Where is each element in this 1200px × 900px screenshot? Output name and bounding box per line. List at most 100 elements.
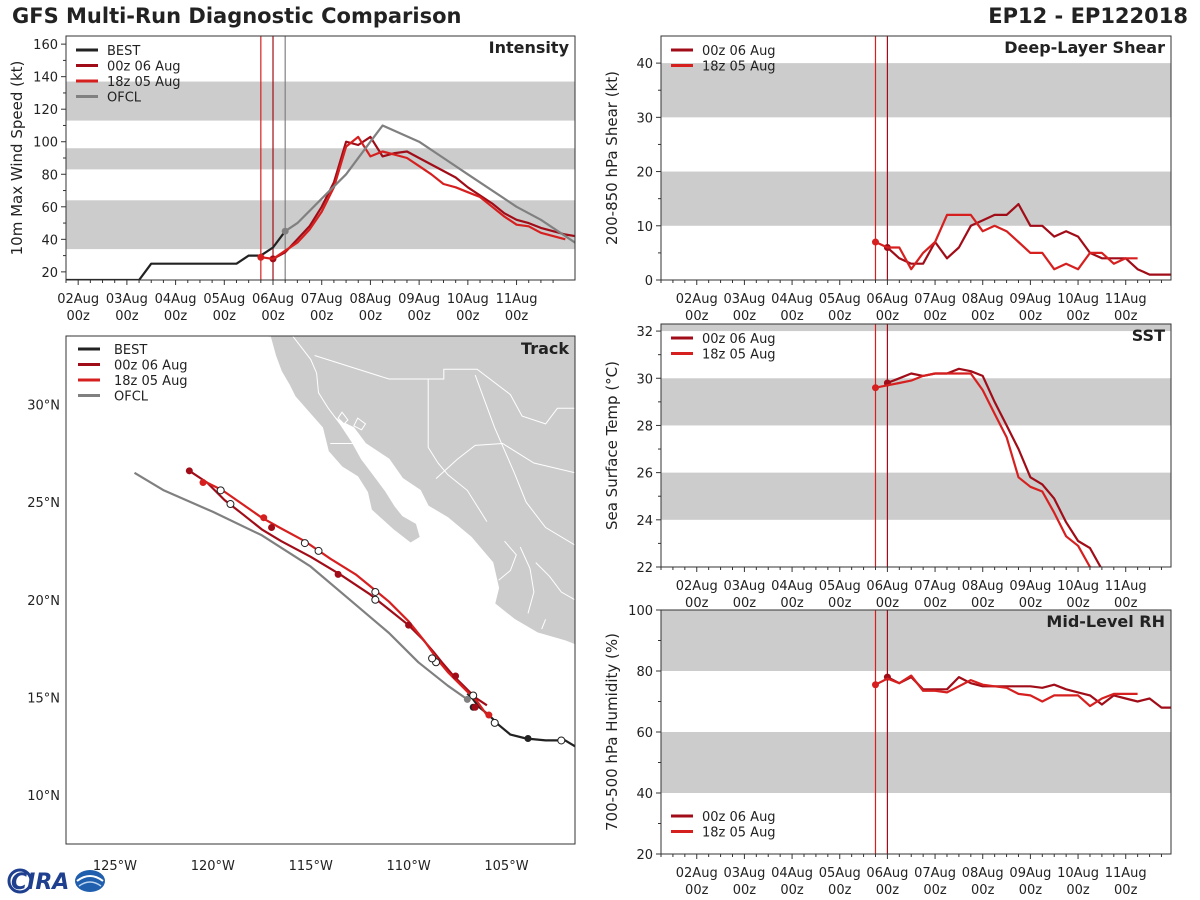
sst-xtick-label-time: 00z — [1066, 596, 1090, 611]
intensity-panel: 20 40 60 80 100 120 140 160 02Aug 00z 03Aug 00z 04Au… — [8, 35, 576, 324]
intensity-ytick-label: 160 — [33, 38, 58, 53]
intensity-xtick-label: 04Aug — [155, 292, 197, 307]
intensity-series-line — [260, 135, 566, 260]
intensity-legend-label: OFCL — [107, 91, 142, 106]
shear-xtick-label: 05Aug — [819, 292, 861, 307]
rh-legend-label: 00z 06 Aug — [702, 810, 776, 825]
rh-xtick-label-time: 00z — [1066, 883, 1090, 898]
rh-series-line — [886, 675, 1171, 709]
sst-ytick-label: 30 — [636, 372, 653, 387]
sst-band — [661, 324, 1171, 332]
rh-xtick-label: 07Aug — [914, 866, 956, 881]
cira-logo-icon: CIRA — [7, 868, 105, 895]
rh-ytick-label: 40 — [636, 787, 653, 802]
intensity-ytick-label: 100 — [33, 136, 58, 151]
shear-ylabel: 200-850 hPa Shear (kt) — [603, 71, 621, 245]
shear-xtick-label-time: 00z — [828, 309, 852, 324]
sst-series-line — [875, 372, 1093, 567]
rh-xtick-label: 04Aug — [771, 866, 813, 881]
sst-axes-frame — [660, 323, 1172, 568]
track-position-marker — [334, 570, 342, 578]
sst-band — [661, 472, 1171, 520]
intensity-legend-label: 00z 06 Aug — [107, 60, 181, 75]
shear-xtick-label: 02Aug — [676, 292, 718, 307]
sst-xtick-label: 02Aug — [676, 579, 718, 594]
logo-text: CIRA — [11, 870, 69, 895]
intensity-band — [66, 148, 575, 170]
isla-angel-de-la-guarda — [337, 411, 349, 425]
shear-xtick-label: 07Aug — [914, 292, 956, 307]
sst-xtick-label-time: 00z — [828, 596, 852, 611]
baja-california — [269, 336, 421, 544]
sst-xtick-label: 11Aug — [1105, 579, 1147, 594]
state-border — [498, 540, 517, 581]
shear-ytick-label: 20 — [636, 166, 653, 181]
intensity-series-line — [272, 135, 575, 260]
rh-xtick-label: 05Aug — [819, 866, 861, 881]
shear-series-start-marker — [871, 238, 879, 246]
intensity-ytick-label: 140 — [33, 71, 58, 86]
sst-xtick-label-time: 00z — [1019, 596, 1043, 611]
track-position-marker — [314, 546, 323, 555]
rh-ytick-label: 100 — [628, 604, 653, 619]
rh-xtick-label-time: 00z — [1019, 883, 1043, 898]
rh-band — [661, 732, 1171, 793]
sst-band — [661, 378, 1171, 426]
rh-xtick-label: 08Aug — [962, 866, 1004, 881]
rh-xtick-label-time: 00z — [1114, 883, 1138, 898]
rh-xtick-label-time: 00z — [923, 883, 947, 898]
sst-panel: 22 24 26 28 30 32 02Aug 00z 03Aug 00z 04Aug 00z 05Au… — [603, 323, 1172, 611]
rh-ytick-label: 20 — [636, 848, 653, 863]
shear-xtick-label: 11Aug — [1105, 292, 1147, 307]
rh-series-start-marker — [871, 681, 879, 689]
intensity-panel-title: Intensity — [489, 38, 570, 57]
shear-xtick-label-time: 00z — [780, 309, 804, 324]
track-legend-label: 18z 05 Aug — [114, 374, 188, 389]
sst-ytick-label: 24 — [636, 514, 653, 529]
rh-band — [661, 610, 1171, 671]
shear-band — [661, 63, 1171, 118]
track-lat-label: 25°N — [27, 496, 60, 511]
rh-xtick-label: 11Aug — [1105, 866, 1147, 881]
sst-xtick-label-time: 00z — [971, 596, 995, 611]
intensity-xtick-label-time: 00z — [505, 309, 529, 324]
state-border — [535, 562, 575, 601]
track-line — [202, 479, 488, 716]
sst-ylabel: Sea Surface Temp (°C) — [603, 361, 621, 530]
rh-xtick-label: 10Aug — [1057, 866, 1099, 881]
state-border — [435, 442, 575, 479]
track-position-marker — [199, 479, 207, 487]
intensity-xtick-label: 05Aug — [203, 292, 245, 307]
rh-ylabel: 700-500 hPa Humidity (%) — [603, 633, 621, 831]
track-legend-label: OFCL — [114, 390, 149, 405]
rh-panel: 20 40 60 80 100 02Aug 00z 03Aug 00z 04Aug 00z 05Aug… — [603, 604, 1172, 898]
track-lon-label: 120°W — [191, 859, 235, 874]
intensity-series-start-marker — [281, 227, 289, 235]
intensity-series-line — [284, 124, 575, 244]
intensity-ytick-label: 40 — [41, 233, 58, 248]
track-position-marker — [469, 691, 478, 700]
track-position-marker — [485, 711, 493, 719]
track-lat-label: 30°N — [27, 398, 60, 413]
sst-xtick-label: 10Aug — [1057, 579, 1099, 594]
shear-ytick-label: 40 — [636, 57, 653, 72]
rh-xtick-label: 09Aug — [1009, 866, 1051, 881]
rh-xtick-label: 03Aug — [723, 866, 765, 881]
sst-panel-title: SST — [1132, 326, 1165, 345]
shear-xtick-label-time: 00z — [971, 309, 995, 324]
shear-xtick-label-time: 00z — [876, 309, 900, 324]
track-legend-label: BEST — [114, 343, 147, 358]
rh-plot-area — [661, 610, 1171, 854]
sst-series-start-marker — [871, 384, 879, 392]
track-position-marker — [185, 467, 193, 475]
track-lat-label: 15°N — [27, 691, 60, 706]
intensity-xtick-label-time: 00z — [115, 309, 139, 324]
intensity-legend-label: 18z 05 Aug — [107, 75, 181, 90]
isla-tiburon — [353, 417, 367, 431]
rh-ytick-label: 60 — [636, 726, 653, 741]
intensity-ytick-label: 20 — [41, 266, 58, 281]
track-position-marker — [216, 486, 225, 495]
intensity-xtick-label: 03Aug — [106, 292, 148, 307]
rh-panel-title: Mid-Level RH — [1046, 612, 1165, 631]
intensity-xtick-label: 10Aug — [447, 292, 489, 307]
